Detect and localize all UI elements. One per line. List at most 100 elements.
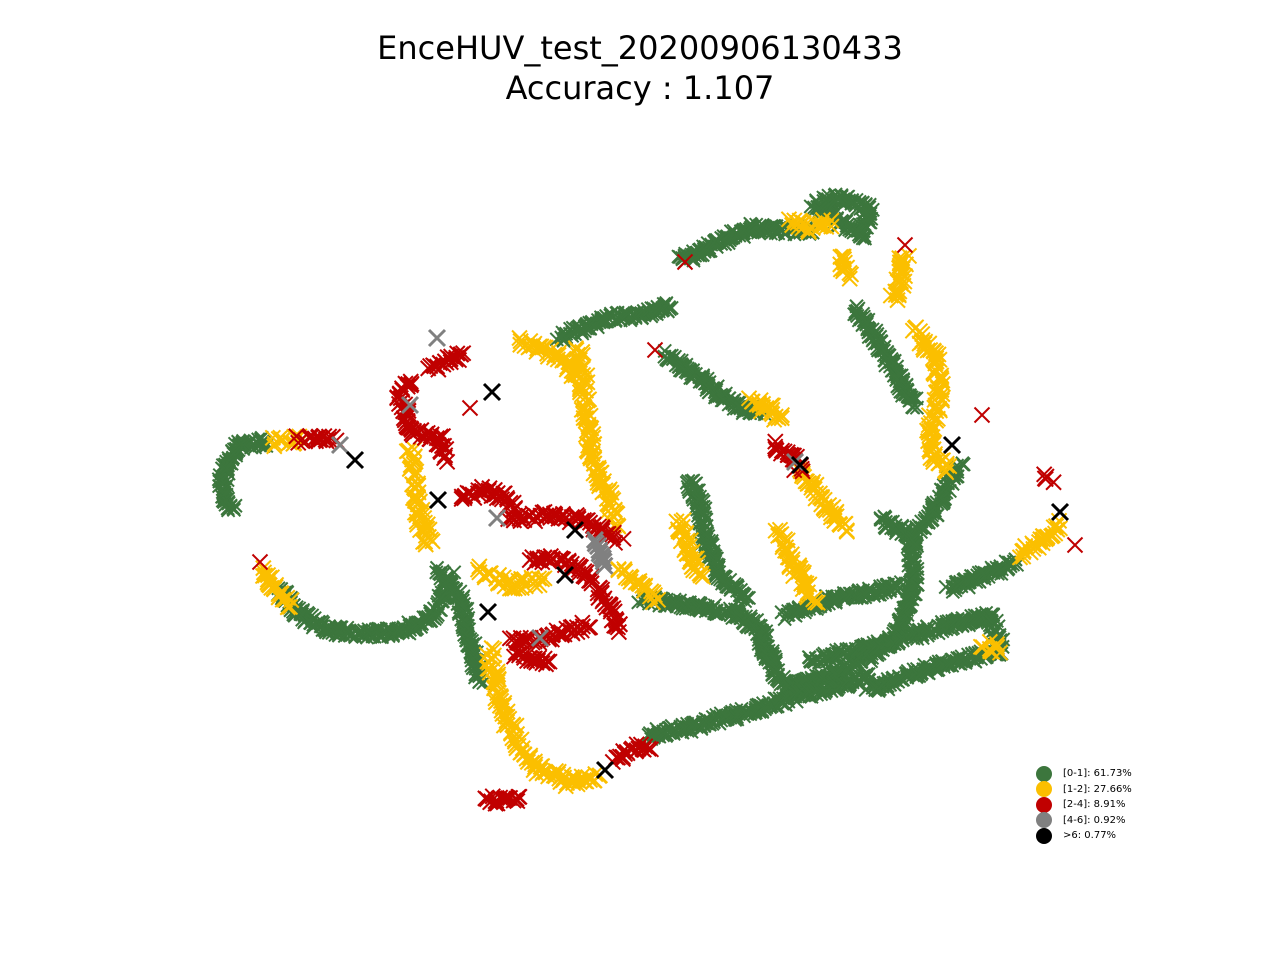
data-point — [950, 611, 965, 627]
data-point — [909, 538, 925, 554]
data-point — [427, 328, 447, 348]
data-point — [400, 395, 420, 415]
data-point — [640, 740, 657, 757]
data-point — [251, 553, 269, 571]
data-point — [991, 644, 1009, 661]
legend-marker — [1036, 812, 1052, 829]
data-point — [549, 332, 565, 347]
data-point — [482, 382, 502, 402]
data-point — [825, 508, 843, 525]
data-point — [635, 741, 652, 758]
data-point — [287, 430, 305, 447]
data-point — [554, 330, 569, 345]
data-point — [741, 590, 757, 606]
data-point — [533, 338, 550, 355]
data-point — [595, 556, 614, 575]
data-point — [1047, 517, 1065, 535]
data-point — [594, 552, 613, 571]
data-point — [890, 287, 907, 304]
data-point — [1050, 502, 1070, 522]
data-point — [692, 567, 709, 584]
series-5 — [345, 382, 1070, 780]
legend-label: [0-1]: 61.73% — [1063, 768, 1132, 780]
data-point — [1036, 470, 1054, 487]
data-point — [785, 447, 803, 464]
data-point — [632, 736, 650, 753]
data-point — [799, 589, 816, 606]
data-point — [892, 273, 910, 290]
data-point — [813, 684, 828, 699]
data-point — [534, 654, 551, 672]
data-point — [790, 455, 810, 475]
legend-label: [2-4]: 8.91% — [1063, 799, 1126, 811]
data-point — [416, 521, 433, 538]
data-point — [1015, 542, 1032, 559]
data-point — [823, 212, 840, 229]
data-point — [973, 406, 991, 424]
data-point — [266, 438, 283, 455]
data-point — [646, 341, 664, 359]
data-point — [1035, 466, 1053, 483]
data-point — [478, 602, 498, 622]
data-point — [1038, 529, 1056, 547]
data-point — [541, 653, 558, 670]
data-point — [580, 619, 598, 636]
data-point — [508, 790, 525, 807]
data-point — [546, 346, 563, 363]
data-point — [634, 577, 651, 594]
data-point — [841, 270, 858, 287]
data-point — [533, 571, 551, 588]
data-point — [536, 570, 553, 587]
legend-item: [2-4]: 8.91% — [1036, 796, 1132, 813]
data-point — [416, 533, 434, 550]
legend-label: [1-2]: 27.66% — [1063, 783, 1132, 795]
data-point — [861, 672, 876, 687]
legend-item: [4-6]: 0.92% — [1036, 812, 1132, 829]
data-point — [449, 345, 466, 362]
data-point — [279, 599, 296, 616]
data-point — [493, 491, 511, 508]
data-point — [615, 530, 632, 548]
chart-title: EnceHUV_test_20200906130433 — [377, 29, 903, 67]
data-point — [767, 218, 783, 234]
data-point — [541, 506, 559, 523]
data-point — [809, 594, 826, 611]
data-point — [610, 623, 628, 641]
data-point — [567, 367, 584, 384]
data-point — [1002, 556, 1017, 572]
data-point — [773, 406, 791, 424]
legend-marker — [1036, 796, 1052, 813]
data-point — [563, 508, 581, 526]
data-point — [582, 450, 599, 467]
data-point — [574, 618, 592, 635]
data-point — [481, 794, 499, 811]
data-point — [909, 400, 925, 415]
data-point — [676, 253, 694, 271]
data-point — [660, 353, 676, 368]
data-point — [505, 494, 522, 511]
data-point — [555, 565, 575, 585]
legend-marker — [1036, 827, 1052, 844]
data-point — [649, 591, 667, 608]
data-point — [345, 450, 365, 470]
data-point — [611, 616, 628, 633]
legend-label: [4-6]: 0.92% — [1063, 814, 1126, 826]
data-point — [595, 760, 615, 780]
data-point — [823, 218, 840, 235]
data-point — [226, 500, 241, 516]
legend-item: >6: 0.77% — [1036, 827, 1132, 844]
data-point — [956, 457, 971, 472]
data-point — [330, 435, 350, 455]
data-point — [540, 553, 558, 570]
data-point — [417, 536, 434, 553]
data-point — [806, 594, 824, 611]
data-point — [893, 574, 909, 590]
legend-label: >6: 0.77% — [1063, 830, 1117, 842]
data-point — [471, 558, 488, 575]
data-point — [988, 638, 1006, 656]
data-point — [461, 399, 479, 417]
chart-subtitle: Accuracy : 1.107 — [505, 69, 775, 107]
data-point — [644, 594, 662, 611]
